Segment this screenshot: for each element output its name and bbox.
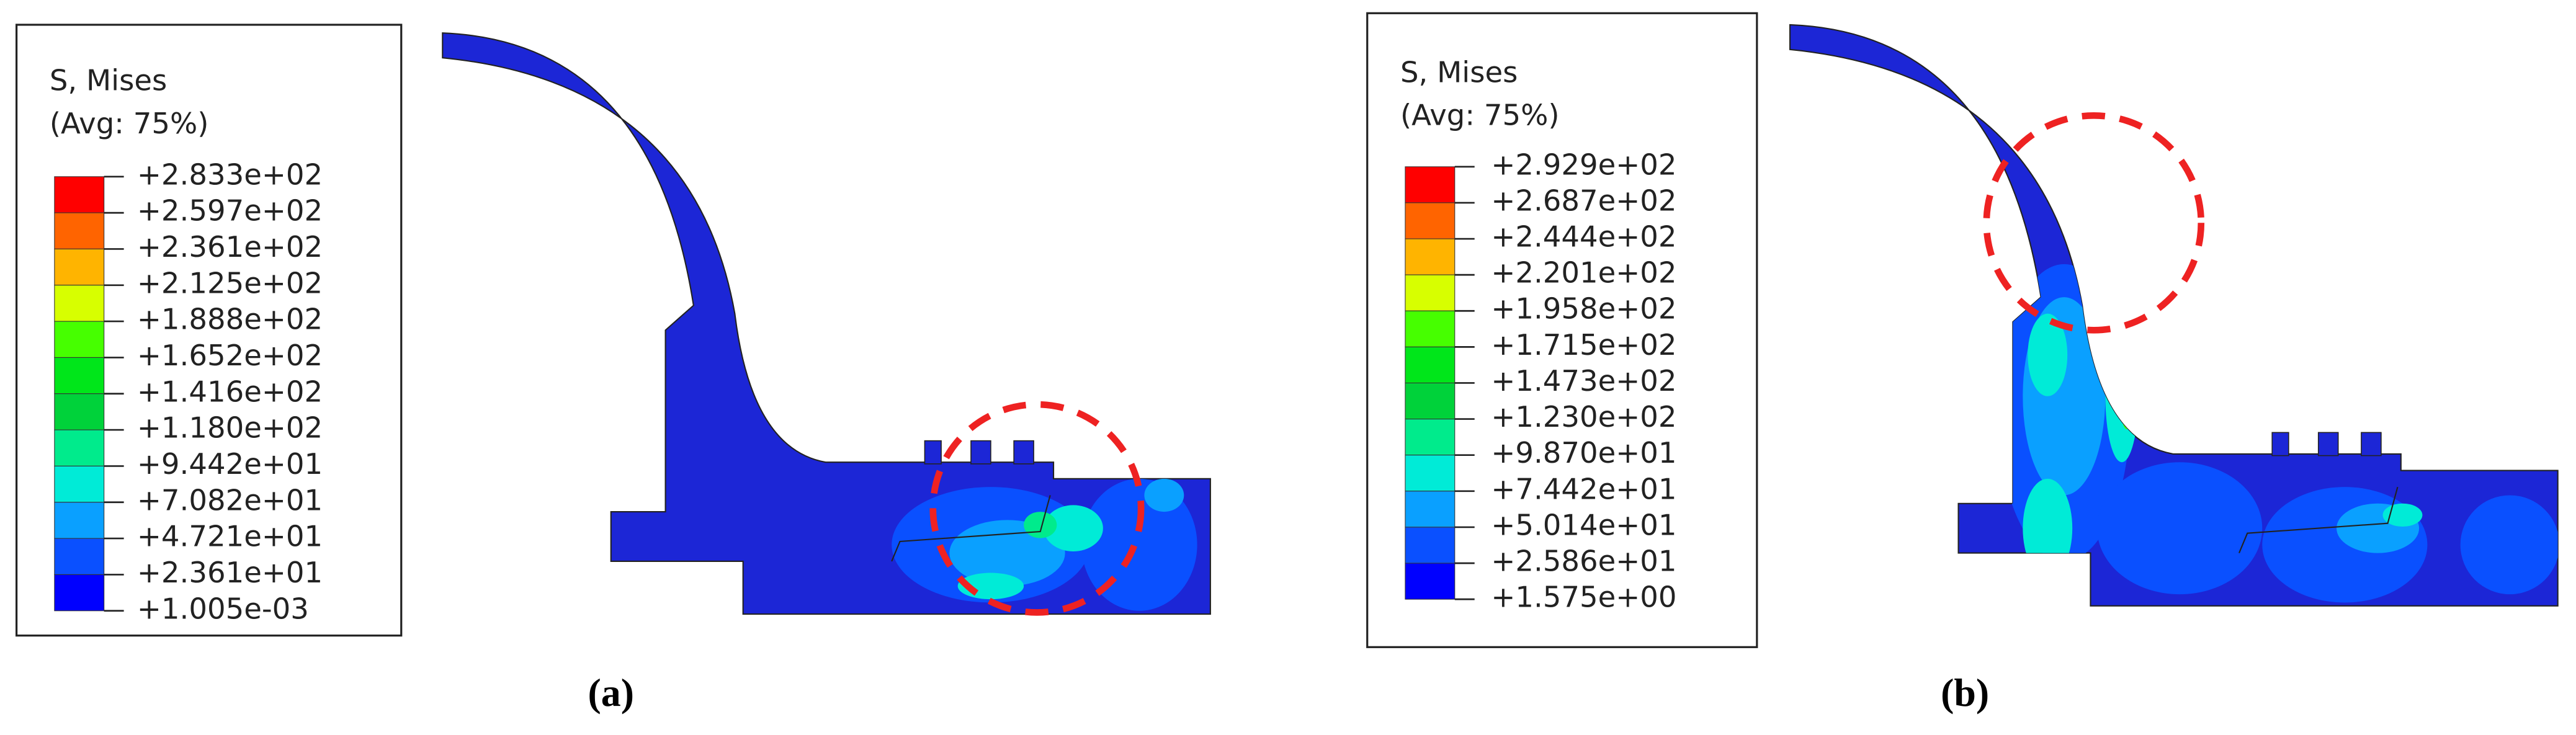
legend-label: +9.870e+01 bbox=[1491, 436, 1676, 470]
figure-content: S, Mises(Avg: 75%)+2.833e+02+2.597e+02+2… bbox=[16, 12, 2559, 715]
legend-title: S, Mises bbox=[50, 64, 167, 97]
legend-label: +1.005e-03 bbox=[137, 592, 309, 625]
legend-swatch bbox=[1405, 491, 1456, 528]
legend-swatch bbox=[1405, 455, 1456, 492]
legend-label: +9.442e+01 bbox=[137, 447, 323, 481]
legend-subtitle: (Avg: 75%) bbox=[1400, 98, 1560, 131]
legend-swatch bbox=[1405, 202, 1456, 239]
legend-swatch bbox=[54, 574, 105, 612]
legend-label: +2.361e+02 bbox=[137, 230, 323, 264]
legend-label: +4.721e+01 bbox=[137, 520, 323, 553]
legend-label: +1.180e+02 bbox=[137, 411, 323, 445]
legend-label: +2.444e+02 bbox=[1491, 220, 1676, 254]
legend-label: +2.125e+02 bbox=[137, 266, 323, 300]
legend-swatch bbox=[1405, 419, 1456, 456]
fem-model-b bbox=[1789, 24, 2559, 607]
legend-swatch bbox=[54, 176, 105, 213]
legend-swatch bbox=[54, 321, 105, 358]
legend-label: +1.715e+02 bbox=[1491, 328, 1676, 362]
legend-swatch bbox=[1405, 382, 1456, 420]
caption: (b) bbox=[1941, 670, 1989, 715]
legend-title: S, Mises bbox=[1400, 55, 1518, 89]
legend-swatch bbox=[1405, 310, 1456, 347]
legend-swatch bbox=[54, 285, 105, 322]
legend-swatch bbox=[54, 465, 105, 503]
legend-label: +1.888e+02 bbox=[137, 303, 323, 336]
legend-label: +2.687e+02 bbox=[1491, 184, 1676, 217]
legend-label: +1.575e+00 bbox=[1491, 581, 1676, 614]
legend-swatch bbox=[1405, 346, 1456, 384]
legend-swatch bbox=[54, 357, 105, 394]
legend-swatch bbox=[54, 212, 105, 249]
legend-label: +2.201e+02 bbox=[1491, 256, 1676, 290]
legend-label: +5.014e+01 bbox=[1491, 508, 1676, 541]
legend-swatch bbox=[54, 502, 105, 539]
legend-swatch bbox=[1405, 527, 1456, 564]
legend-label: +1.652e+02 bbox=[137, 339, 323, 372]
legend-label: +2.361e+01 bbox=[137, 556, 323, 589]
legend-label: +2.929e+02 bbox=[1491, 148, 1676, 181]
legend-label: +1.230e+02 bbox=[1491, 400, 1676, 434]
legend-label: +7.442e+01 bbox=[1491, 472, 1676, 506]
legend-label: +7.082e+01 bbox=[137, 483, 323, 517]
legend-label: +2.597e+02 bbox=[137, 194, 323, 228]
fem-model-a bbox=[441, 32, 1212, 616]
legend-swatch bbox=[1405, 563, 1456, 600]
legend-label: +2.833e+02 bbox=[137, 158, 323, 191]
legend-subtitle: (Avg: 75%) bbox=[50, 107, 209, 140]
legend-swatch bbox=[54, 393, 105, 430]
legend-label: +1.416e+02 bbox=[137, 375, 323, 408]
legend-swatch bbox=[54, 248, 105, 286]
legends: S, Mises(Avg: 75%)+2.833e+02+2.597e+02+2… bbox=[16, 12, 1989, 715]
legend-label: +1.473e+02 bbox=[1491, 364, 1676, 398]
legend-label: +2.586e+01 bbox=[1491, 545, 1676, 578]
legend-swatch bbox=[1405, 238, 1456, 275]
legend-label: +1.958e+02 bbox=[1491, 292, 1676, 326]
legend-swatch bbox=[1405, 166, 1456, 203]
legend-swatch bbox=[54, 538, 105, 575]
legend-swatch bbox=[54, 429, 105, 466]
legend-swatch bbox=[1405, 274, 1456, 311]
caption: (a) bbox=[588, 670, 634, 715]
